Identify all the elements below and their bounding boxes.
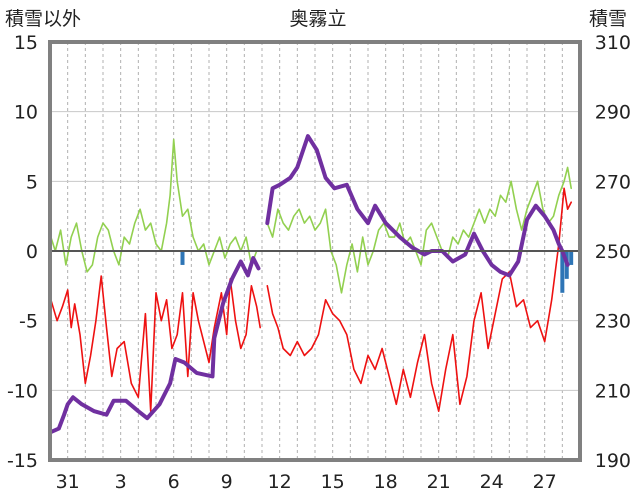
left-tick-label: -10	[7, 380, 38, 402]
left-axis-label: 積雪以外	[5, 8, 81, 30]
right-axis-label: 積雪	[589, 8, 627, 30]
left-tick-label: 5	[26, 171, 38, 193]
x-tick-label: 15	[321, 471, 345, 493]
chart-title: 奥霧立	[289, 8, 346, 30]
x-tick-label: 6	[168, 471, 180, 493]
left-tick-labels: 15 10 5 0 -5 -10 -15	[7, 32, 38, 472]
precipitation-line	[50, 138, 258, 273]
right-tick-label: 310	[595, 32, 631, 54]
x-tick-label: 31	[56, 471, 80, 493]
left-tick-label: -15	[7, 450, 38, 472]
x-tick-label: 9	[221, 471, 233, 493]
x-tick-label: 18	[374, 471, 398, 493]
temperature-line	[266, 187, 573, 413]
right-tick-label: 250	[595, 241, 631, 263]
left-tick-label: 10	[14, 102, 38, 124]
right-tick-labels: 310 290 270 250 230 210 190	[595, 32, 631, 472]
x-tick-label: 27	[533, 471, 557, 493]
precipitation-line	[266, 166, 573, 294]
temperature-line	[50, 275, 262, 413]
right-tick-label: 210	[595, 380, 631, 402]
x-tick-labels: 31 3 6 9 12 15 18 21 24 27	[56, 471, 557, 493]
left-tick-label: 15	[14, 32, 38, 54]
right-tick-label: 230	[595, 311, 631, 333]
right-tick-label: 270	[595, 171, 631, 193]
snowfall-bar	[569, 251, 574, 265]
left-tick-label: 0	[26, 241, 38, 263]
x-tick-label: 3	[115, 471, 127, 493]
right-tick-label: 190	[595, 450, 631, 472]
left-tick-label: -5	[19, 311, 38, 333]
data-lines	[48, 134, 573, 435]
snow-depth-line	[265, 134, 570, 278]
x-tick-label: 12	[268, 471, 292, 493]
right-tick-label: 290	[595, 102, 631, 124]
plot-frame	[48, 40, 582, 462]
x-tick-label: 21	[427, 471, 451, 493]
snowfall-bar	[560, 251, 565, 293]
x-tick-label: 24	[480, 471, 504, 493]
snowfall-bar	[180, 251, 185, 265]
snow-depth-line	[48, 256, 261, 435]
axes	[48, 40, 582, 462]
